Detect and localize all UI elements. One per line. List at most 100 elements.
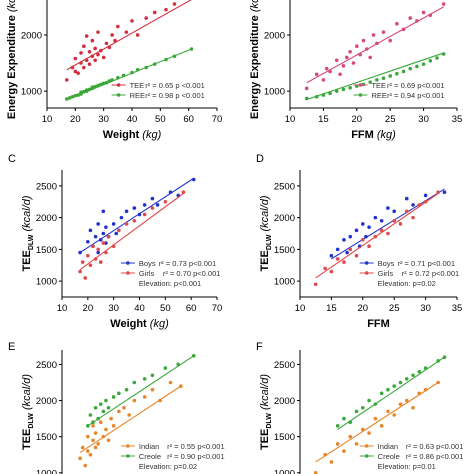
x-tick-label: 70 (212, 303, 223, 314)
data-point (96, 52, 100, 57)
series-0 (313, 380, 440, 474)
data-point (367, 398, 371, 403)
data-point (101, 231, 106, 236)
data-point (80, 260, 85, 264)
data-point (321, 78, 326, 82)
data-point (106, 405, 111, 410)
data-point (421, 10, 426, 15)
data-point (122, 405, 126, 410)
data-point (90, 38, 95, 43)
data-point (109, 416, 113, 421)
data-point (91, 438, 95, 443)
x-axis-label: FFM (kg) (351, 129, 396, 141)
series-1 (304, 52, 446, 101)
y-axis-label: Energy Expenditure (kcal (249, 0, 261, 119)
data-point (408, 66, 413, 71)
y-tick-label: 2000 (274, 396, 295, 407)
legend-swatch-marker (364, 444, 369, 448)
data-point (93, 234, 98, 239)
y-tick-label: 1500 (36, 432, 57, 443)
x-tick-label: 10 (285, 114, 296, 125)
data-point (87, 62, 92, 66)
x-tick-label: 30 (108, 303, 119, 314)
x-tick-label: 30 (418, 114, 429, 125)
data-point (361, 222, 365, 226)
data-point (135, 33, 140, 37)
data-point (398, 402, 403, 406)
panel-b: 10 15 20 25 30 35 1000 2000 FFM (kg) Energy Expen… (249, 0, 462, 141)
y-tick-label: 2500 (274, 181, 295, 192)
panel-letter: F (256, 341, 263, 353)
x-tick-label: 50 (155, 114, 166, 125)
data-point (76, 71, 80, 75)
data-point (93, 58, 97, 63)
data-point (132, 206, 137, 210)
data-point (96, 247, 100, 252)
legend-label: Creole (139, 452, 161, 461)
fit-line (66, 48, 192, 101)
legend-label: Indian (378, 442, 398, 451)
data-point (111, 222, 116, 226)
data-point (73, 56, 78, 61)
data-point (65, 78, 69, 82)
data-point (132, 219, 137, 223)
data-point (334, 58, 339, 63)
data-point (84, 34, 89, 38)
series-1 (335, 355, 447, 430)
x-tick-label: 35 (452, 303, 463, 314)
legend-note: Elevation: p=0.01 (378, 462, 436, 471)
data-point (345, 250, 349, 255)
legend-stat: r² = 0.86 p<0.001 (406, 452, 464, 461)
x-tick-label: 35 (452, 114, 463, 125)
data-point (342, 238, 346, 242)
data-point (106, 234, 111, 239)
data-point (124, 387, 129, 392)
x-tick-label: 20 (83, 303, 94, 314)
data-point (96, 250, 100, 255)
data-point (335, 442, 340, 446)
data-point (417, 369, 422, 374)
legend-stat: r² = 0.70 p<0.001 (163, 269, 221, 278)
y-tick-label: 2500 (274, 360, 295, 371)
data-point (117, 391, 121, 396)
data-point (381, 76, 386, 81)
data-point (435, 56, 439, 60)
y-axis-label: TEEDLW (kcal/d) (259, 374, 273, 450)
data-point (106, 438, 111, 443)
data-point (86, 239, 90, 244)
data-point (386, 206, 390, 210)
data-point (338, 72, 342, 77)
data-point (401, 69, 406, 74)
data-point (361, 238, 365, 242)
y-axis-label: TEEDLW (kcal/d) (259, 195, 273, 271)
y-tick-label: 2500 (36, 360, 57, 371)
data-point (117, 409, 121, 414)
x-tick-label: 50 (160, 303, 171, 314)
data-point (164, 7, 168, 12)
x-tick-label: 30 (98, 114, 109, 125)
data-point (150, 387, 155, 392)
legend-swatch-marker (364, 454, 369, 458)
data-point (78, 456, 82, 461)
data-point (373, 215, 378, 220)
data-point (404, 209, 409, 214)
data-point (93, 445, 98, 450)
fit-line (315, 193, 439, 279)
data-point (132, 398, 137, 403)
data-point (104, 241, 108, 245)
data-point (86, 434, 90, 439)
fit-line (79, 385, 182, 454)
data-point (104, 225, 108, 229)
data-point (367, 431, 371, 435)
data-point (441, 2, 446, 6)
data-point (130, 19, 134, 23)
data-point (379, 219, 384, 223)
data-point (334, 89, 339, 93)
series-0 (65, 0, 192, 82)
data-point (314, 72, 319, 77)
data-point (388, 38, 393, 43)
x-tick-label: 15 (318, 114, 329, 125)
x-tick-label: 70 (212, 114, 223, 125)
data-point (373, 416, 378, 421)
